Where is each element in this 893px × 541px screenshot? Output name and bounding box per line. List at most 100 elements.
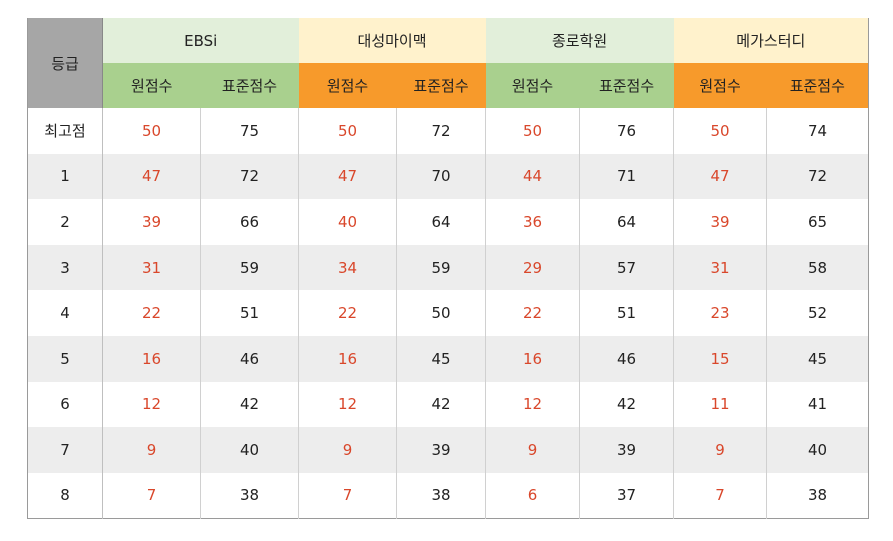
std-score-cell: 58: [766, 244, 869, 291]
std-score-header: 표준점수: [579, 63, 674, 108]
table-row: 4 22 51 22 50 22 51 23 52: [27, 290, 869, 336]
std-score-cell: 59: [200, 244, 300, 291]
std-score-cell: 72: [200, 153, 300, 200]
raw-score-cell: 16: [102, 335, 201, 382]
std-score-cell: 66: [200, 199, 300, 245]
std-score-cell: 59: [396, 244, 487, 291]
raw-score-cell: 39: [102, 199, 201, 245]
group-header-ebsi: EBSi: [102, 18, 299, 63]
raw-score-cell: 47: [298, 153, 398, 200]
std-score-cell: 57: [579, 244, 675, 291]
std-score-cell: 50: [396, 290, 487, 336]
std-score-cell: 65: [808, 212, 828, 231]
table-row: 5 16 46 16 45 16 46 15 45: [27, 335, 869, 382]
raw-score-cell: 47: [673, 153, 768, 200]
std-score-header: 표준점수: [396, 63, 486, 108]
std-score-cell: 76: [579, 108, 675, 154]
grade-cell: 5: [27, 335, 103, 382]
group-header-megastudy: 메가스터디: [673, 18, 869, 63]
raw-score-header: 원점수: [102, 63, 201, 108]
raw-score-cell: 50: [485, 108, 581, 154]
raw-score-cell: 9: [102, 427, 201, 473]
grade-cell: 2: [27, 199, 103, 245]
raw-score-cell: 22: [298, 290, 398, 336]
raw-score-cell: 12: [298, 381, 398, 428]
std-score-cell: 45: [396, 335, 487, 382]
raw-score-cell: 36: [485, 199, 581, 245]
std-score-cell: 37: [579, 472, 675, 519]
std-score-cell: 38: [808, 486, 828, 505]
raw-score-cell: 7: [298, 472, 398, 519]
std-score-cell: 72: [766, 153, 869, 200]
raw-score-cell: 44: [485, 153, 581, 200]
raw-score-cell: 16: [298, 335, 398, 382]
raw-score-cell: 12: [102, 381, 201, 428]
raw-score-cell: 16: [485, 335, 581, 382]
raw-score-cell: 31: [673, 244, 768, 291]
raw-score-cell: 15: [673, 335, 768, 382]
table-body: 최고점 50 75 50 72 50 76 50 74 1 47 72 47 7…: [27, 108, 869, 519]
grade-column-header: 등급: [27, 18, 103, 108]
grade-cell: 1: [27, 153, 103, 200]
std-score-header: 표준점수: [766, 63, 869, 108]
raw-score-cell: 39: [673, 199, 768, 245]
raw-score-cell: 9: [485, 427, 581, 473]
raw-score-cell: 6: [485, 472, 581, 519]
raw-score-cell: 9: [673, 427, 768, 473]
grade-cell: 7: [27, 427, 103, 473]
std-score-header: 표준점수: [200, 63, 299, 108]
grade-cell: 6: [27, 381, 103, 428]
table-row: 7 9 40 9 39 9 39 9 40: [27, 427, 869, 473]
table-row: 최고점 50 75 50 72 50 76 50 74: [27, 108, 869, 154]
raw-score-cell: 7: [102, 472, 201, 519]
std-score-cell: 64: [579, 199, 675, 245]
std-score-cell: 41: [808, 395, 828, 414]
std-score-cell: 38: [396, 472, 487, 519]
std-score-cell: 70: [396, 153, 487, 200]
raw-score-cell: 34: [298, 244, 398, 291]
std-score-cell: 40: [200, 427, 300, 473]
raw-score-cell: 40: [298, 199, 398, 245]
grade-cell: 8: [27, 472, 103, 519]
raw-score-cell: 7: [673, 472, 768, 519]
table-row: 6 12 42 12 42 12 42 11 41: [27, 381, 869, 428]
table-row: 3 31 59 34 59 29 57 31 58: [27, 244, 869, 291]
table-row: 2 39 66 40 64 36 64 39 65: [27, 199, 869, 245]
raw-score-cell: 31: [102, 244, 201, 291]
raw-score-header: 원점수: [485, 63, 580, 108]
grade-cell: 4: [27, 290, 103, 336]
std-score-cell: 71: [579, 153, 675, 200]
std-score-cell: 39: [579, 427, 675, 473]
std-score-cell: 64: [396, 199, 487, 245]
std-score-cell: 42: [200, 381, 300, 428]
table-row: 1 47 72 47 70 44 71 47 72: [27, 153, 869, 200]
raw-score-cell: 47: [102, 153, 201, 200]
raw-score-header: 원점수: [298, 63, 397, 108]
raw-score-cell: 23: [673, 290, 768, 336]
group-header-daesung: 대성마이맥: [298, 18, 486, 63]
std-score-cell: 45: [766, 335, 869, 382]
raw-score-cell: 50: [673, 108, 768, 154]
std-score-cell: 40: [766, 427, 869, 473]
grade-cut-table: 등급 EBSi 대성마이맥 종로학원 메가스터디 원점수 표준점수 원점수 표준…: [27, 18, 870, 519]
raw-score-cell: 11: [673, 381, 768, 428]
std-score-cell: 46: [579, 335, 675, 382]
raw-score-cell: 22: [102, 290, 201, 336]
std-score-cell: 39: [396, 427, 487, 473]
std-score-cell: 75: [200, 108, 300, 154]
grade-cell: 최고점: [27, 108, 103, 154]
raw-score-cell: 12: [485, 381, 581, 428]
std-score-cell: 52: [808, 304, 828, 323]
std-score-cell: 46: [200, 335, 300, 382]
raw-score-cell: 9: [298, 427, 398, 473]
group-header-jongro: 종로학원: [485, 18, 674, 63]
std-score-cell: 42: [396, 381, 487, 428]
raw-score-cell: 22: [485, 290, 581, 336]
table-row: 8 7 38 7 38 6 37 7 38: [27, 472, 869, 519]
std-score-cell: 51: [200, 290, 300, 336]
std-score-cell: 51: [579, 290, 675, 336]
std-score-cell: 74: [808, 121, 828, 140]
grade-cell: 3: [27, 244, 103, 291]
raw-score-cell: 50: [102, 108, 201, 154]
std-score-cell: 38: [200, 472, 300, 519]
